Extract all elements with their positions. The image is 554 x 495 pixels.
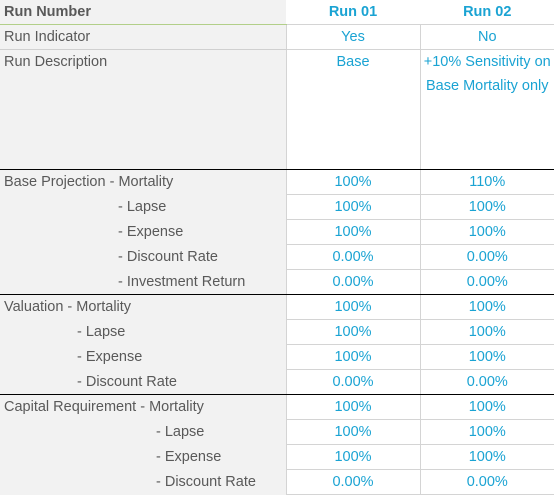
table-row: Valuation - Mortality 100% 100%: [0, 294, 554, 320]
row-label[interactable]: - Lapse: [0, 194, 286, 220]
table-row: - Investment Return 0.00% 0.00%: [0, 269, 554, 295]
row-label[interactable]: - Investment Return: [0, 269, 286, 295]
row-label[interactable]: Capital Requirement - Mortality: [0, 394, 286, 420]
row-label[interactable]: - Lapse: [0, 419, 286, 445]
table-row: - Lapse 100% 100%: [0, 419, 554, 445]
run-02-cell[interactable]: 100%: [419, 219, 554, 245]
run-number-header[interactable]: Run Number: [0, 0, 286, 25]
row-label[interactable]: - Discount Rate: [0, 369, 286, 395]
run-02-cell[interactable]: 100%: [419, 194, 554, 220]
run-indicator-label[interactable]: Run Indicator: [0, 24, 286, 50]
row-label-text: - Expense: [118, 224, 184, 240]
run-02-cell[interactable]: 100%: [419, 319, 554, 345]
run-01-cell[interactable]: 100%: [285, 169, 420, 195]
row-label[interactable]: Valuation - Mortality: [0, 294, 286, 320]
row-label-text: - Discount Rate: [77, 373, 177, 390]
run-01-header[interactable]: Run 01: [285, 0, 420, 25]
run-description-row: Run Description Base +10% Sensitivity on…: [0, 49, 554, 170]
run-01-description-cell[interactable]: Base: [285, 49, 420, 170]
row-label[interactable]: - Lapse: [0, 319, 286, 345]
row-label[interactable]: - Expense: [0, 219, 286, 245]
run-description-label[interactable]: Run Description: [0, 49, 286, 170]
row-label-text: - Expense: [77, 349, 143, 365]
row-label-text: - Discount Rate: [118, 249, 218, 265]
run-02-header[interactable]: Run 02: [419, 0, 554, 25]
row-label-text: - Lapse: [118, 199, 167, 215]
table-row: - Discount Rate 0.00% 0.00%: [0, 469, 554, 495]
table-row: Base Projection - Mortality 100% 110%: [0, 169, 554, 195]
row-label-text: - Lapse: [77, 324, 126, 340]
table-row: - Expense 100% 100%: [0, 344, 554, 370]
table-row: - Expense 100% 100%: [0, 219, 554, 245]
run-01-cell[interactable]: 0.00%: [285, 469, 420, 495]
row-label[interactable]: - Expense: [0, 344, 286, 370]
run-02-cell[interactable]: 100%: [419, 394, 554, 420]
table-row: - Expense 100% 100%: [0, 444, 554, 470]
row-label[interactable]: - Discount Rate: [0, 469, 286, 495]
run-02-cell[interactable]: 0.00%: [419, 369, 554, 395]
run-02-cell[interactable]: 0.00%: [419, 269, 554, 295]
run-02-indicator-cell[interactable]: No: [419, 24, 554, 50]
run-02-cell[interactable]: 100%: [419, 444, 554, 470]
run-01-cell[interactable]: 0.00%: [285, 369, 420, 395]
run-02-cell[interactable]: 110%: [419, 169, 554, 195]
run-01-cell[interactable]: 0.00%: [285, 269, 420, 295]
table-row: - Lapse 100% 100%: [0, 194, 554, 220]
run-01-cell[interactable]: 100%: [285, 444, 420, 470]
row-label[interactable]: - Discount Rate: [0, 244, 286, 270]
row-label[interactable]: Base Projection - Mortality: [0, 169, 286, 195]
table-row: Capital Requirement - Mortality 100% 100…: [0, 394, 554, 420]
run-02-cell[interactable]: 100%: [419, 419, 554, 445]
row-label-text: - Expense: [156, 449, 222, 465]
header-row: Run Number Run 01 Run 02: [0, 0, 554, 25]
run-02-cell[interactable]: 100%: [419, 344, 554, 370]
table-row: - Discount Rate 0.00% 0.00%: [0, 244, 554, 270]
row-label-text: - Lapse: [156, 424, 205, 440]
table-row: - Discount Rate 0.00% 0.00%: [0, 369, 554, 395]
run-01-cell[interactable]: 100%: [285, 394, 420, 420]
run-01-cell[interactable]: 100%: [285, 344, 420, 370]
run-01-cell[interactable]: 100%: [285, 194, 420, 220]
run-02-cell[interactable]: 0.00%: [419, 244, 554, 270]
table-row: - Lapse 100% 100%: [0, 319, 554, 345]
run-01-cell[interactable]: 100%: [285, 319, 420, 345]
run-02-cell[interactable]: 100%: [419, 294, 554, 320]
run-01-cell[interactable]: 0.00%: [285, 244, 420, 270]
run-01-cell[interactable]: 100%: [285, 294, 420, 320]
run-02-cell[interactable]: 0.00%: [419, 469, 554, 495]
run-01-indicator-cell[interactable]: Yes: [285, 24, 420, 50]
run-02-description-cell[interactable]: +10% Sensitivity on Base Mortality only: [419, 49, 554, 170]
run-01-cell[interactable]: 100%: [285, 219, 420, 245]
row-label[interactable]: - Expense: [0, 444, 286, 470]
row-label-text: - Investment Return: [118, 273, 246, 290]
row-label-text: - Discount Rate: [156, 474, 256, 490]
run-indicator-row: Run Indicator Yes No: [0, 24, 554, 50]
run-01-cell[interactable]: 100%: [285, 419, 420, 445]
